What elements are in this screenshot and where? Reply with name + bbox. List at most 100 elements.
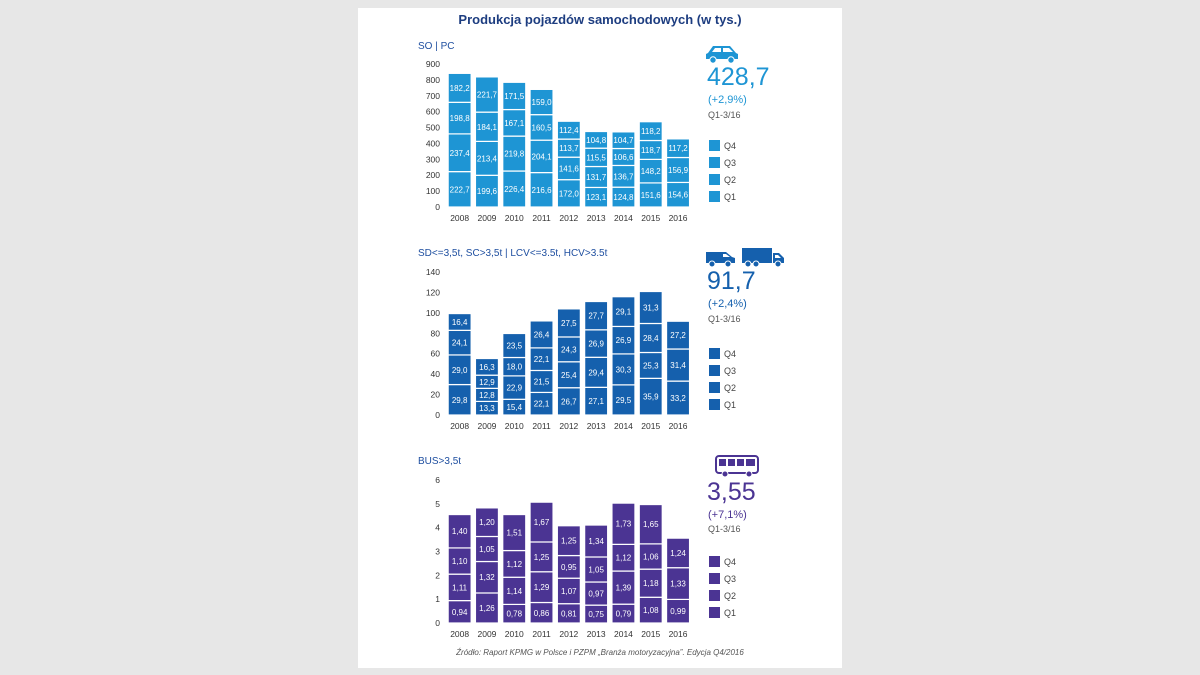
legend-label: Q1 bbox=[724, 608, 736, 618]
legend-label: Q2 bbox=[724, 591, 736, 601]
bar-segment-q4 bbox=[556, 525, 581, 557]
lcv-total-value: 91,7 bbox=[707, 267, 756, 295]
data-label: 26,9 bbox=[588, 340, 604, 349]
y-tick-label: 0 bbox=[435, 202, 440, 212]
legend-swatch-q1 bbox=[709, 607, 720, 618]
y-tick-label: 80 bbox=[431, 328, 441, 338]
bar-segment-q4 bbox=[529, 88, 554, 116]
data-label: 27,1 bbox=[588, 397, 604, 406]
panel-label-bus: BUS>3,5t bbox=[418, 456, 462, 467]
x-tick-label: 2015 bbox=[641, 629, 660, 639]
page-title: Produkcja pojazdów samochodowych (w tys.… bbox=[458, 12, 742, 27]
data-label: 26,7 bbox=[561, 397, 577, 406]
pc-total-value: 428,7 bbox=[707, 63, 770, 91]
bar-segment-q4 bbox=[502, 332, 527, 359]
car-icon bbox=[706, 46, 738, 64]
bar-segment-q3 bbox=[665, 320, 691, 350]
data-label: 1,06 bbox=[643, 553, 659, 562]
y-tick-label: 900 bbox=[426, 59, 440, 69]
x-tick-label: 2011 bbox=[532, 213, 551, 223]
source-note: Źródło: Raport KPMG w Polsce i PZPM „Bra… bbox=[456, 648, 744, 657]
data-label: 1,11 bbox=[452, 583, 468, 592]
data-label: 172,0 bbox=[559, 189, 580, 198]
bar-segment-q4 bbox=[502, 81, 527, 111]
x-tick-label: 2014 bbox=[614, 421, 633, 431]
data-label: 24,1 bbox=[452, 339, 468, 348]
legend-swatch-q4 bbox=[709, 348, 720, 359]
data-label: 29,8 bbox=[452, 396, 468, 405]
x-tick-label: 2014 bbox=[614, 629, 633, 639]
data-label: 124,8 bbox=[613, 193, 634, 202]
data-label: 184,1 bbox=[477, 123, 498, 132]
data-label: 35,9 bbox=[643, 393, 659, 402]
bar-segment-q4 bbox=[556, 308, 581, 338]
y-tick-label: 400 bbox=[426, 138, 440, 148]
y-tick-label: 300 bbox=[426, 154, 440, 164]
data-label: 112,4 bbox=[559, 126, 579, 135]
bar-segment-q4 bbox=[584, 524, 609, 558]
data-label: 148,2 bbox=[641, 167, 662, 176]
data-label: 167,1 bbox=[504, 119, 525, 128]
data-label: 117,2 bbox=[668, 144, 688, 153]
infographic-card: Produkcja pojazdów samochodowych (w tys.… bbox=[358, 8, 842, 668]
lcv-change: (+2,4%) bbox=[708, 298, 747, 310]
legend-label: Q3 bbox=[724, 158, 736, 168]
x-tick-label: 2011 bbox=[532, 421, 551, 431]
data-label: 136,7 bbox=[613, 172, 634, 181]
bar-segment-q4 bbox=[611, 131, 636, 150]
truck-icon bbox=[706, 248, 784, 268]
bus-total-value: 3,55 bbox=[707, 478, 756, 506]
data-label: 141,6 bbox=[559, 164, 580, 173]
data-label: 27,2 bbox=[670, 331, 686, 340]
legend-label: Q3 bbox=[724, 366, 736, 376]
data-label: 151,6 bbox=[641, 191, 662, 200]
pc-change: (+2,9%) bbox=[708, 94, 747, 106]
bar-segment-q4 bbox=[529, 501, 554, 543]
y-tick-label: 0 bbox=[435, 618, 440, 628]
bar-segment-q4 bbox=[611, 502, 636, 545]
bar-segment-q4 bbox=[611, 296, 636, 328]
x-tick-label: 2008 bbox=[450, 213, 469, 223]
chart-pc: 0 100 200 300 400 500 600 700 800 900 222,7 237,4 19… bbox=[426, 59, 736, 223]
lcv-period: Q1-3/16 bbox=[708, 314, 741, 324]
data-label: 1,25 bbox=[534, 553, 550, 562]
legend-label: Q3 bbox=[724, 574, 736, 584]
data-label: 199,6 bbox=[477, 187, 498, 196]
bar-segment-q3 bbox=[665, 537, 691, 569]
data-label: 22,9 bbox=[506, 384, 522, 393]
data-label: 237,4 bbox=[450, 149, 471, 158]
data-label: 1,08 bbox=[643, 606, 659, 615]
data-label: 221,7 bbox=[477, 91, 498, 100]
y-tick-label: 500 bbox=[426, 123, 440, 133]
bar-segment-q4 bbox=[638, 121, 663, 142]
data-label: 24,3 bbox=[561, 345, 577, 354]
data-label: 23,5 bbox=[506, 341, 522, 350]
data-label: 30,3 bbox=[616, 365, 632, 374]
legend-label: Q4 bbox=[724, 349, 736, 359]
data-label: 1,05 bbox=[479, 545, 495, 554]
data-label: 18,0 bbox=[506, 363, 522, 372]
data-label: 25,4 bbox=[561, 371, 577, 380]
data-label: 1,24 bbox=[670, 549, 686, 558]
data-label: 26,4 bbox=[534, 330, 550, 339]
data-label: 219,8 bbox=[504, 150, 525, 159]
legend-label: Q4 bbox=[724, 557, 736, 567]
data-label: 118,7 bbox=[641, 146, 661, 155]
data-label: 171,5 bbox=[504, 92, 525, 101]
legend-swatch-q1 bbox=[709, 399, 720, 410]
y-tick-label: 2 bbox=[435, 570, 440, 580]
bar-segment-q4 bbox=[474, 507, 500, 538]
data-label: 182,2 bbox=[450, 84, 471, 93]
legend-swatch-q2 bbox=[709, 382, 720, 393]
data-label: 0,79 bbox=[616, 610, 632, 619]
x-tick-label: 2011 bbox=[532, 629, 551, 639]
bus-icon bbox=[715, 455, 759, 478]
y-tick-label: 120 bbox=[426, 287, 440, 297]
data-label: 123,1 bbox=[586, 193, 607, 202]
data-label: 0,95 bbox=[561, 563, 577, 572]
data-label: 12,9 bbox=[479, 378, 495, 387]
data-label: 1,26 bbox=[479, 604, 495, 613]
data-label: 1,10 bbox=[452, 557, 468, 566]
panel-label-pc: SO | PC bbox=[418, 41, 455, 52]
bar-segment-q3 bbox=[665, 138, 691, 159]
